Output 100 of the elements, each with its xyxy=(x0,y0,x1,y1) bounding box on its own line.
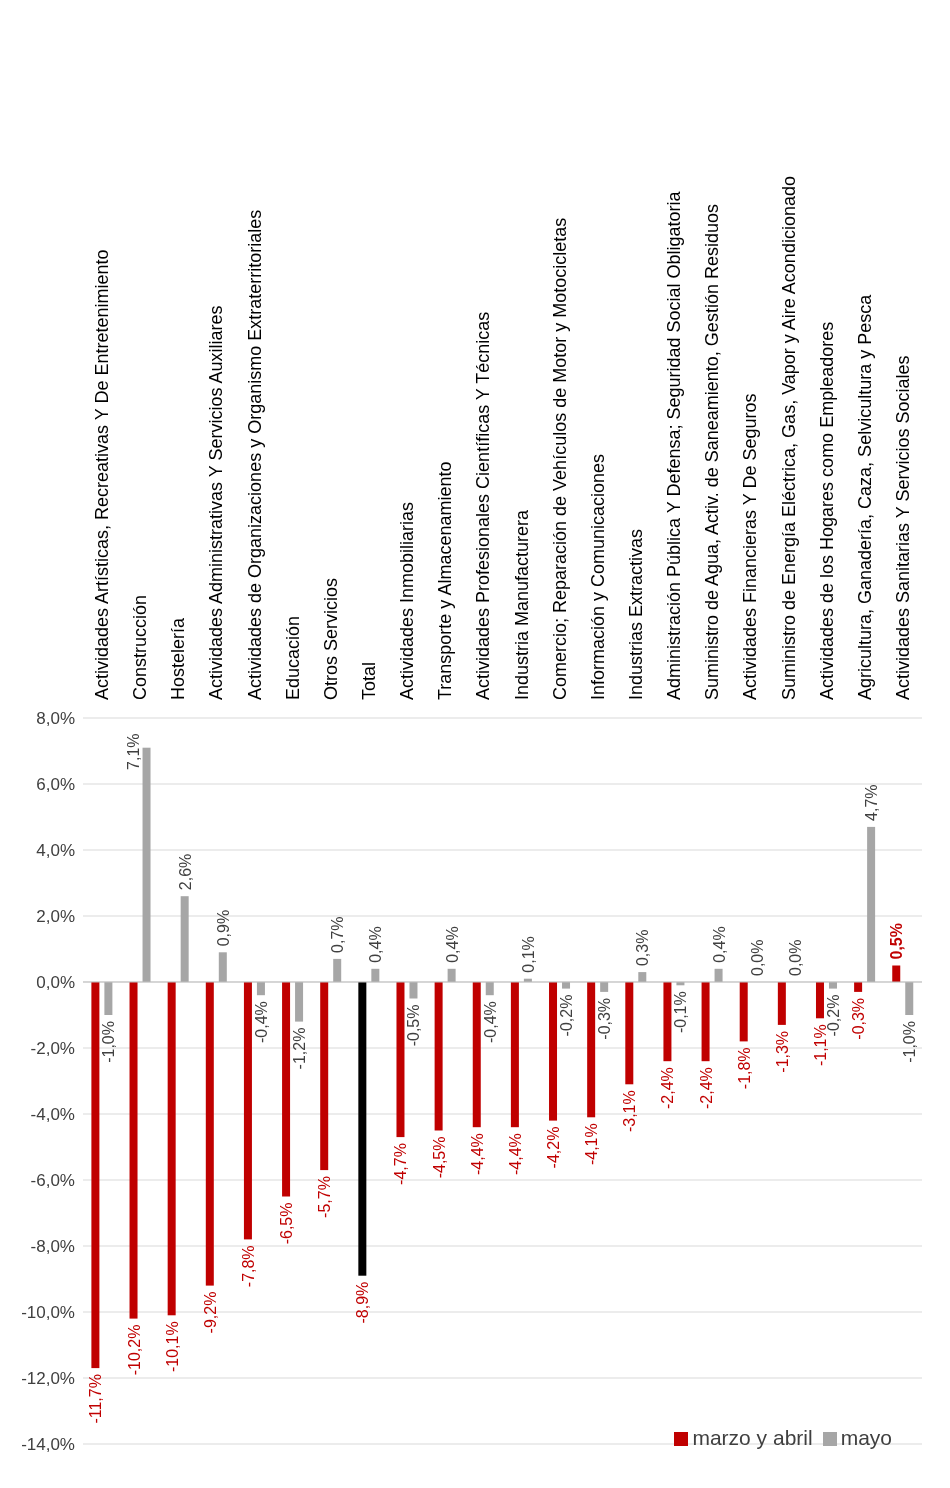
x-tick-label: Actividades de Organizaciones y Organismo Extraterritoriales xyxy=(244,209,265,700)
bar xyxy=(129,982,138,1319)
y-tick-label: 6,0% xyxy=(36,775,75,795)
data-label: -4,2% xyxy=(545,1126,563,1169)
data-label: -0,3% xyxy=(850,997,868,1040)
data-label: 0,0% xyxy=(748,939,766,976)
data-label: -0,3% xyxy=(596,997,614,1040)
data-label: 0,4% xyxy=(367,926,385,963)
bar xyxy=(549,982,558,1121)
data-label: -4,1% xyxy=(583,1123,601,1166)
data-label: 2,6% xyxy=(176,853,194,891)
bar xyxy=(358,982,367,1276)
data-label: -3,1% xyxy=(621,1090,639,1133)
y-tick-label: -8,0% xyxy=(30,1237,75,1257)
bar xyxy=(485,982,494,996)
data-label: -4,4% xyxy=(506,1133,524,1175)
y-tick-label: -4,0% xyxy=(30,1105,75,1125)
bar xyxy=(510,982,519,1128)
data-label: -2,4% xyxy=(697,1067,715,1109)
data-label: -6,5% xyxy=(278,1202,296,1245)
bar xyxy=(320,982,329,1171)
legend-label: marzo y abril xyxy=(692,1426,813,1449)
bar xyxy=(104,982,113,1015)
x-tick-label: Hostelería xyxy=(168,616,189,700)
bar xyxy=(295,982,304,1022)
bar xyxy=(447,968,456,982)
y-tick-label: -14,0% xyxy=(21,1435,75,1455)
bar xyxy=(396,982,405,1138)
x-tick-label: Información y Comunicaciones xyxy=(587,453,608,700)
bar xyxy=(205,982,214,1286)
x-tick-label: Administración Pública Y Defensa; Seguridad Social Obligatoria xyxy=(664,190,685,700)
x-tick-label: Comercio; Reparación de Vehículos de Motor y Motocicletas xyxy=(549,217,570,700)
data-label: 7,1% xyxy=(124,733,142,770)
data-label: -1,0% xyxy=(100,1021,118,1063)
bar xyxy=(892,965,901,982)
bar xyxy=(180,896,189,982)
bar xyxy=(409,982,418,999)
data-label: -0,5% xyxy=(405,1004,423,1047)
data-label: -9,2% xyxy=(201,1291,219,1334)
data-label: -4,7% xyxy=(392,1143,410,1185)
x-tick-label: Actividades Inmobiliarias xyxy=(397,501,418,700)
bar xyxy=(587,982,596,1118)
bar xyxy=(218,952,227,982)
y-tick-label: -10,0% xyxy=(21,1303,75,1323)
bar xyxy=(472,982,481,1128)
data-label: -0,4% xyxy=(481,1001,499,1043)
data-label: -0,1% xyxy=(672,991,690,1034)
bar xyxy=(333,958,342,982)
x-tick-label: Suministro de Energía Eléctrica, Gas, Vapor y Aire Acondicionado xyxy=(778,176,799,700)
data-label: 0,3% xyxy=(634,929,652,967)
x-tick-label: Actividades de los Hogares como Empleadores xyxy=(816,321,837,700)
bar xyxy=(256,982,265,996)
y-tick-label: 8,0% xyxy=(36,709,75,729)
y-tick-label: 0,0% xyxy=(36,973,75,993)
x-tick-label: Actividades Profesionales Científicas Y Técnicas xyxy=(473,311,494,700)
x-tick-label: Total xyxy=(359,661,380,700)
data-label: -0,4% xyxy=(252,1001,270,1043)
data-label: -11,7% xyxy=(87,1374,105,1424)
y-tick-label: 2,0% xyxy=(36,907,75,927)
x-tick-label: Actividades Sanitarias Y Servicios Sociales xyxy=(892,355,913,700)
y-tick-label: -2,0% xyxy=(30,1039,75,1059)
data-label: -0,2% xyxy=(558,994,576,1037)
x-tick-label: Industrias Extractivas xyxy=(625,528,646,700)
bar xyxy=(434,982,443,1131)
x-tick-label: Actividades Financieras Y De Seguros xyxy=(740,393,761,700)
data-label: 0,4% xyxy=(443,926,461,963)
bar xyxy=(243,982,252,1240)
data-label: -1,0% xyxy=(901,1021,919,1063)
bar xyxy=(867,826,876,982)
bar xyxy=(714,968,723,982)
y-tick-label: -12,0% xyxy=(21,1369,75,1389)
data-label: 0,1% xyxy=(519,936,537,973)
bar xyxy=(815,982,824,1019)
x-tick-label: Educación xyxy=(282,615,303,700)
data-label: 0,7% xyxy=(329,916,347,953)
data-label: -1,1% xyxy=(811,1024,829,1067)
x-tick-label: Suministro de Agua, Activ. de Saneamiento, Gestión Residuos xyxy=(702,204,723,700)
bar xyxy=(562,982,571,989)
bar xyxy=(371,968,380,982)
data-label: -7,8% xyxy=(239,1245,257,1288)
y-tick-label: 4,0% xyxy=(36,841,75,861)
data-label: -1,2% xyxy=(291,1027,309,1070)
data-label: -4,4% xyxy=(468,1133,486,1175)
data-label: -2,4% xyxy=(659,1067,677,1109)
data-label: 0,4% xyxy=(710,926,728,963)
x-tick-label: Industria Manufacturera xyxy=(511,508,532,700)
bar xyxy=(600,982,609,992)
bar xyxy=(739,982,748,1042)
x-tick-label: Actividades Administrativas Y Servicios Auxiliares xyxy=(206,305,227,700)
bar xyxy=(91,982,100,1369)
data-label: -1,3% xyxy=(773,1030,791,1073)
data-label: -10,1% xyxy=(163,1321,181,1372)
x-tick-label: Actividades Artísticas, Recreativas Y De Entretenimiento xyxy=(92,249,113,700)
bar xyxy=(638,972,647,982)
bar xyxy=(167,982,176,1316)
bar xyxy=(854,982,863,992)
data-label: 0,5% xyxy=(888,923,906,960)
bar xyxy=(828,982,837,989)
data-label: 4,7% xyxy=(863,784,881,821)
legend-label: mayo xyxy=(840,1426,892,1449)
